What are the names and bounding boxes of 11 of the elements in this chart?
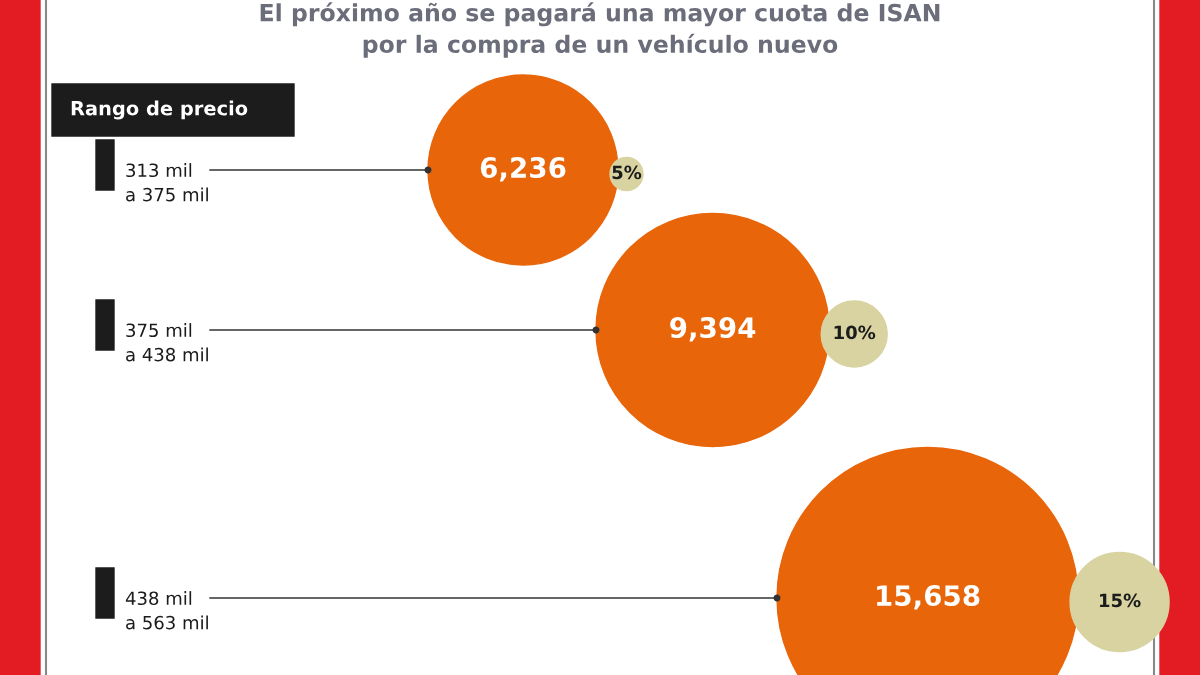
text: Rango de precio [71, 100, 248, 120]
category-label: 313 mil a 375 mil [126, 163, 208, 202]
data-label: 15% [1100, 593, 1141, 608]
data-label: 10% [834, 325, 876, 340]
text: El próximo año se pagará una mayor cuota de ISAN por la compra de un vehículo nuevo [260, 2, 940, 58]
data-label: 5% [612, 165, 642, 180]
data-label: 15,658 [877, 585, 980, 610]
category-label: 438 mil a 563 mil [125, 591, 208, 630]
data-label: 9,394 [670, 317, 756, 342]
category-label: 375 mil a 438 mil [126, 323, 208, 362]
data-label: 6,236 [480, 157, 566, 182]
